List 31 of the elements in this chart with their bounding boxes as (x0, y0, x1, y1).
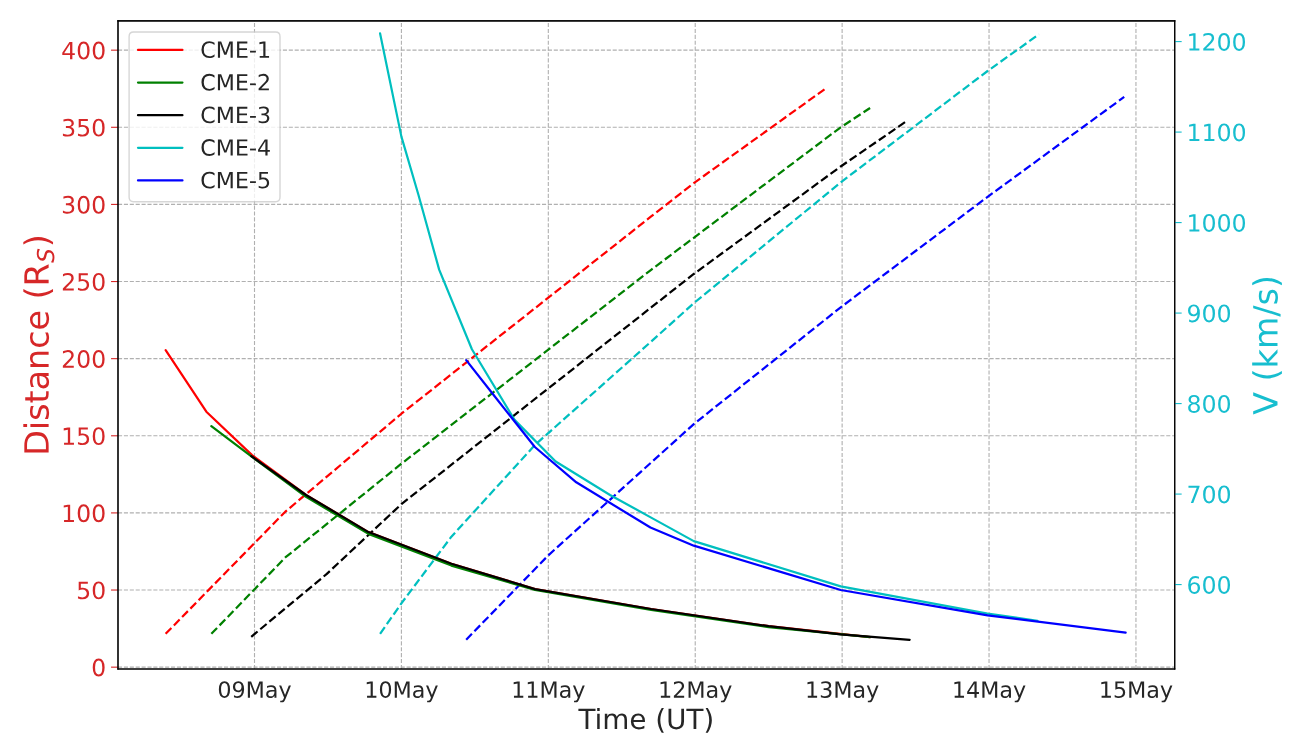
y2-tick-label: 600 (1188, 576, 1231, 594)
x-tick-label: 10May (366, 681, 438, 703)
x-tick-label: 09May (218, 681, 291, 703)
y-tick-label: 200 (62, 350, 105, 368)
y2-axis-title: V (km/s) (1252, 277, 1282, 415)
y2-tick-label: 900 (1188, 304, 1231, 323)
x-tick-label: 15May (1101, 681, 1173, 703)
y-tick-label: 300 (62, 195, 105, 214)
legend-label: CME-3 (201, 106, 270, 124)
y-tick-label: 150 (63, 427, 105, 446)
y-tick-label: 350 (62, 118, 105, 137)
y-tick-label: 0 (92, 658, 105, 677)
y2-tick-label: 700 (1188, 485, 1231, 504)
y2-tick-label: 1200 (1189, 33, 1246, 51)
x-tick-label: 12May (660, 681, 732, 703)
legend-label: CME-1 (201, 41, 270, 59)
y2-tick-label: 800 (1188, 395, 1231, 413)
x-tick-label: 11May (513, 681, 585, 703)
x-tick-label: 14May (954, 681, 1026, 703)
x-tick-label: 13May (807, 681, 879, 703)
y-tick-label: 100 (63, 504, 105, 523)
y2-tick-label: 1100 (1189, 123, 1246, 142)
legend-label: CME-5 (201, 171, 270, 189)
x-axis-title: Time (UT) (578, 707, 712, 733)
legend-label: CME-4 (201, 139, 270, 156)
legend-label: CME-2 (201, 73, 269, 91)
y2-tick-label: 1000 (1189, 214, 1246, 232)
y-tick-label: 400 (62, 41, 105, 60)
y-tick-label: 50 (77, 581, 105, 600)
y-tick-label: 250 (62, 272, 105, 291)
y-axis-title: Distance (R$_{S}$) (23, 237, 55, 453)
